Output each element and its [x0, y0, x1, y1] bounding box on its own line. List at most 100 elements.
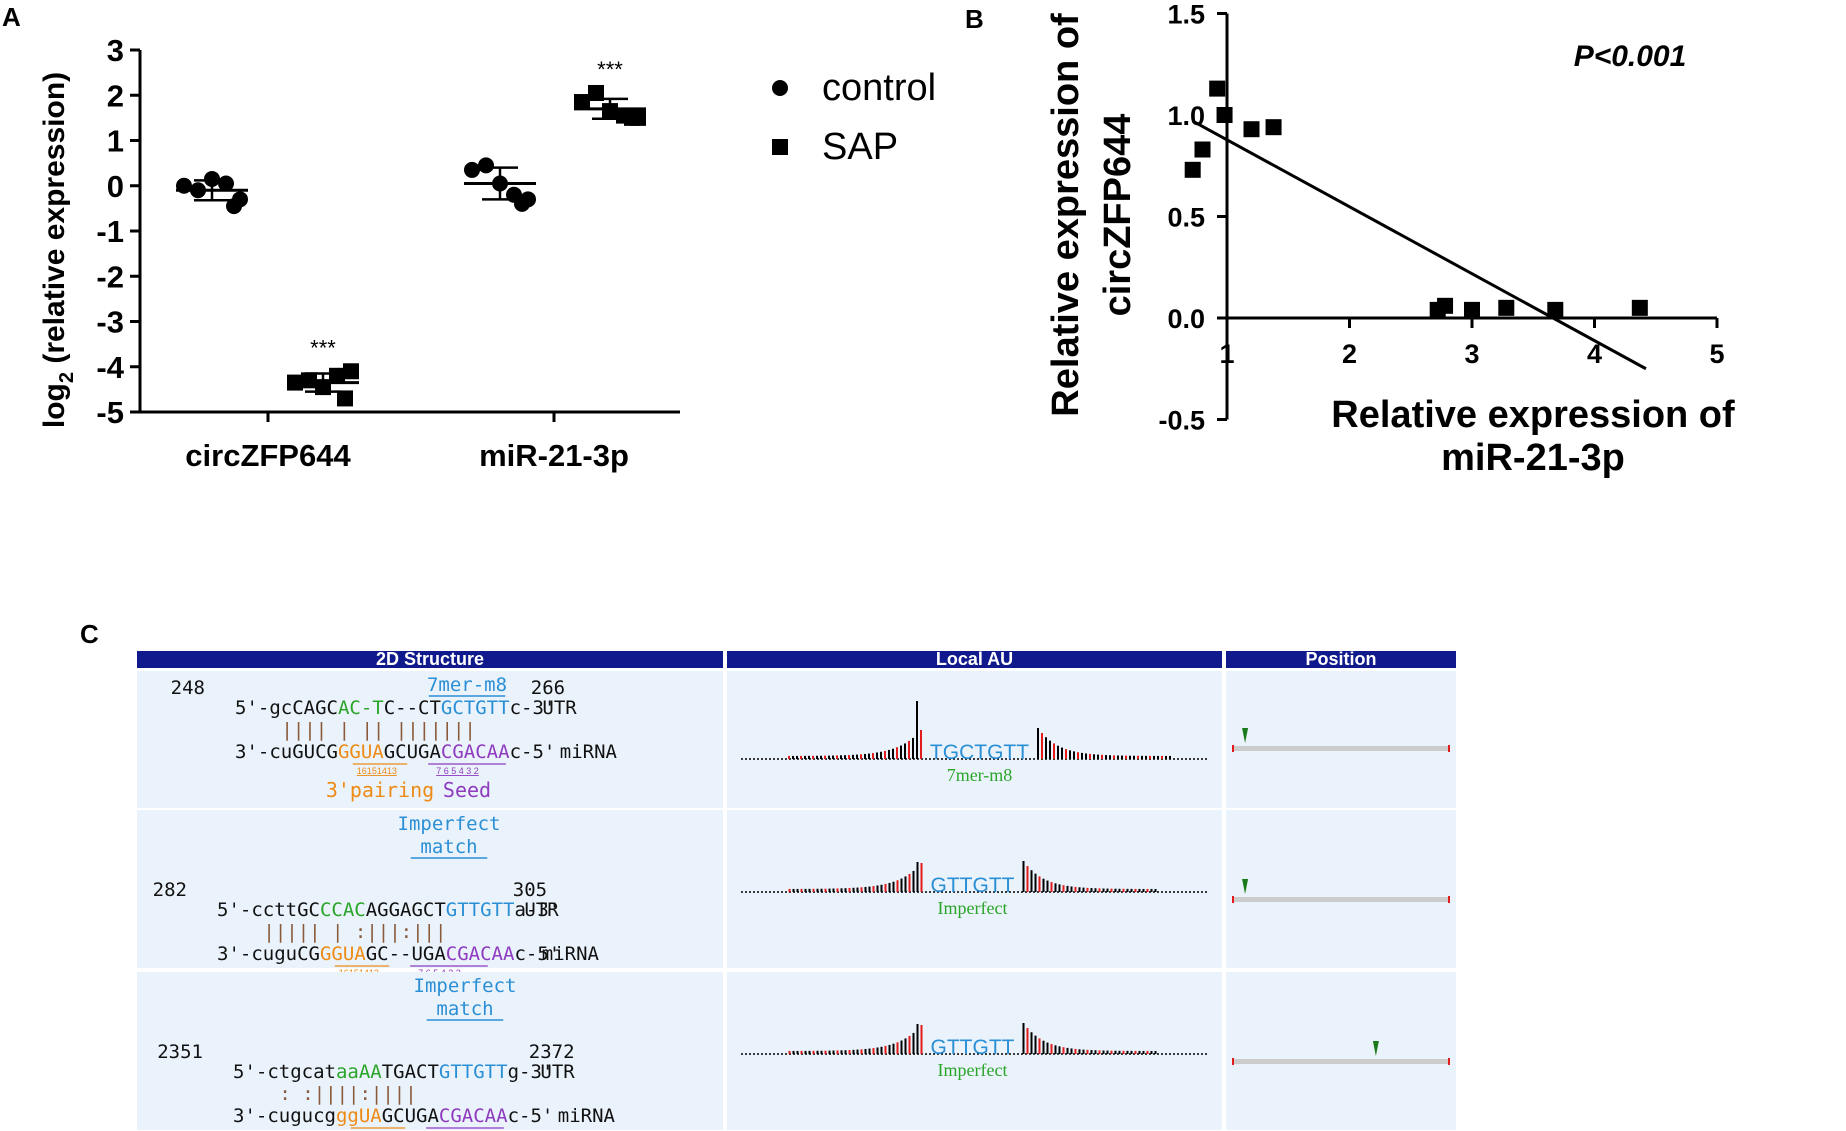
panel-b-point: [1265, 119, 1282, 136]
table-header-cell: [727, 651, 1222, 668]
panel-a-point-SAP: [588, 84, 604, 101]
panel-a-y-tick-label: -4: [96, 350, 124, 385]
position-track-end: [1448, 1058, 1450, 1065]
mirna-segment: 3'-cugucg: [233, 1105, 336, 1127]
panel-b-y-tick-label: 1.0: [1167, 101, 1205, 131]
au-type: Imperfect: [938, 898, 1008, 918]
pairing-positions: 16151413: [357, 766, 397, 776]
panel-b-regression-line: [1191, 119, 1647, 371]
panel-b-point: [1209, 80, 1226, 97]
position-track-end: [1448, 745, 1450, 752]
utr-segment: CCAC: [320, 899, 366, 921]
table-cell: [1226, 810, 1456, 968]
panel-a-legend-label: SAP: [822, 126, 898, 168]
seed-label: Seed: [443, 778, 491, 802]
position-track-start: [1232, 896, 1234, 903]
panel-a-legend-label: control: [822, 67, 936, 109]
position-track-start: [1232, 745, 1234, 752]
panel-b-x-tick-label: 1: [1219, 339, 1234, 369]
utr-segment: c-3': [510, 697, 556, 719]
panel-a-data: *** ***: [176, 57, 646, 407]
utr-sequence: 5'-ctgcataaAATGACTGTTGTTg-3': [233, 1061, 553, 1083]
position-track-end: [1448, 896, 1450, 903]
panel-b-point: [1184, 161, 1201, 178]
panel-b-point: [1216, 107, 1233, 123]
pairing-line: : :||||:||||: [279, 1083, 416, 1105]
panel-b-x-label-line1: Relative expression of: [1331, 394, 1735, 436]
utr-segment: aaAA: [336, 1061, 382, 1083]
site-end: 266: [531, 677, 565, 699]
utr-segment: g-3': [508, 1061, 554, 1083]
panel-a-point-control: [176, 177, 192, 194]
mirna-segment: c-5': [508, 1105, 554, 1127]
table-cell: [1226, 972, 1456, 1130]
panel-a-point-control: [514, 195, 530, 212]
panel-label-c: C: [80, 619, 99, 649]
utr-segment: GTTGTT: [446, 899, 515, 921]
utr-segment: AGGAGCT: [366, 899, 446, 921]
mirna-tag: miRNA: [558, 1105, 616, 1127]
au-type: 7mer-m8: [947, 765, 1013, 785]
mirna-segment: 3'-cuGUCG: [235, 741, 338, 763]
panel-b-y-label-line2: circZFP644: [1097, 114, 1139, 317]
position-marker: [1242, 728, 1249, 743]
au-type: Imperfect: [938, 1060, 1008, 1080]
panel-a-point-SAP: [624, 109, 640, 126]
utr-segment: AC-T: [338, 697, 384, 719]
table-header-cell: [137, 651, 723, 668]
site-type-label: 7mer-m8: [427, 674, 507, 696]
panel-a-significance: ***: [597, 57, 623, 82]
table-cell: [137, 972, 723, 1130]
panel-a-significance: ***: [310, 335, 336, 360]
utr-segment: GCTGTT: [441, 697, 510, 719]
panel-b-x-tick-label: 2: [1342, 339, 1357, 369]
seed-positions: 7 6 5 4 3 2: [436, 766, 479, 776]
table-row: 7mer-m8 248 2665'-gcCAGCAC-TC--CTGCTGTTc-3…: [137, 671, 1456, 808]
panel-a-point-SAP: [301, 372, 317, 389]
mirna-segment: CGACAA: [446, 943, 515, 965]
utr-tag: UTR: [542, 697, 577, 719]
panel-a-legend-marker-control: [772, 80, 788, 96]
panel-b-x-label-line2: miR-21-3p: [1441, 437, 1625, 479]
mirna-segment: 3'-cuguCG: [217, 943, 320, 965]
panel-b-point: [1498, 299, 1515, 316]
table-header-label: Local AU: [936, 649, 1013, 669]
table-cell: [727, 671, 1222, 808]
panel-a-y-tick-label: -3: [96, 305, 124, 340]
panel-a-point-SAP: [287, 374, 303, 391]
utr-segment: TGACT: [382, 1061, 439, 1083]
panel-b-point: [1464, 301, 1480, 318]
panel-label-a: A: [2, 2, 21, 32]
table-cell: [137, 671, 723, 808]
mirna-segment: ggUA: [336, 1105, 382, 1127]
pairing-line: ||||| | :|||:|||: [263, 921, 446, 943]
panel-b-axes: 1.5 1.0 0.5 0.0 -0.5 1 2 3 4 5: [1158, 0, 1724, 436]
panel-b-y-tick-label: -0.5: [1158, 406, 1205, 436]
panel-a-point-control: [190, 182, 206, 199]
position-track-start: [1232, 1058, 1234, 1065]
site-end: 305: [513, 879, 547, 901]
site-start: 248: [171, 677, 205, 699]
table-header-cell: [1226, 651, 1456, 668]
utr-sequence: 5'-gcCAGCAC-TC--CTGCTGTTc-3': [235, 697, 555, 719]
utr-tag: UTR: [540, 1061, 575, 1083]
panel-a-x-axis: circZFP644 miR-21-3p: [140, 410, 680, 473]
position-track: [1232, 746, 1450, 751]
pairing-line: |||| | || |||||||: [281, 719, 475, 741]
panel-a-point-SAP: [329, 367, 345, 384]
utr-segment: 5'-gcCAGC: [235, 697, 338, 719]
au-sequence: TGCTGTT: [930, 741, 1029, 764]
utr-tag: UTR: [524, 899, 559, 921]
panel-b-x-tick-label: 4: [1587, 339, 1602, 369]
table-header-label: Position: [1306, 649, 1377, 669]
mirna-segment: CGACAA: [441, 741, 510, 763]
utr-sequence: 5'-ccttGCCCACAGGAGCTGTTGTTa-3': [217, 899, 560, 921]
panel-label-b: B: [965, 4, 984, 34]
panel-b-x-tick-label: 5: [1709, 339, 1724, 369]
panel-b-point: [1243, 121, 1260, 138]
panel-b-y-tick-label: 1.5: [1167, 0, 1205, 30]
utr-segment: a-3': [514, 899, 560, 921]
mirna-sequence: 3'-cuGUCGGGUAGCUGACGACAAc-5': [235, 741, 555, 763]
panel-a-point-SAP: [315, 379, 331, 396]
panel-b-point: [1631, 299, 1648, 316]
